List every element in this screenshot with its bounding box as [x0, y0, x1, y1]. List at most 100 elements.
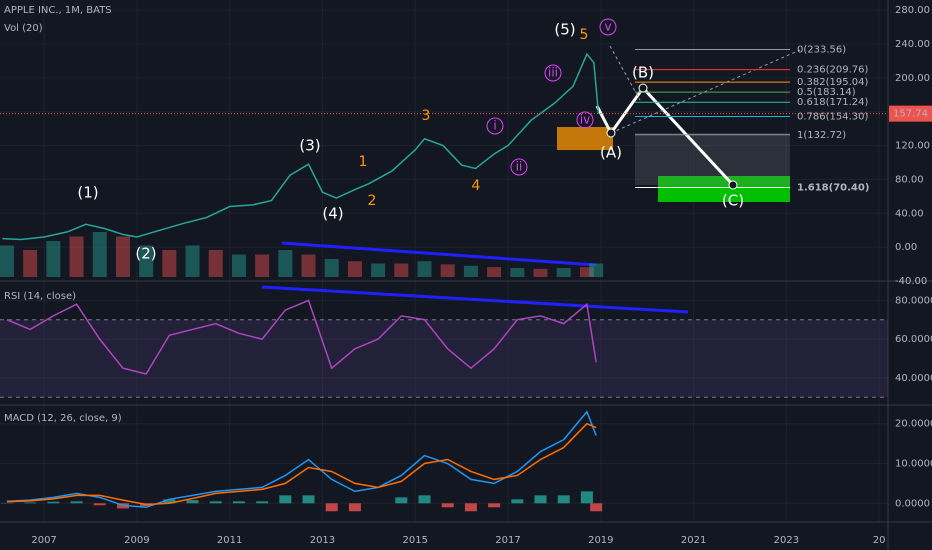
wave-label: (2) [135, 245, 156, 263]
series-line [6, 410, 597, 509]
wave-point [638, 83, 648, 93]
x-tick-label: 2007 [31, 535, 56, 546]
fib-label: 0.618(171.24) [797, 97, 869, 108]
macd-histogram [256, 501, 269, 504]
wave-label: 4 [472, 178, 481, 194]
rsi-title: RSI (14, close) [4, 291, 76, 302]
volume-bar [278, 250, 293, 277]
x-tick-label: 2009 [124, 535, 149, 546]
macd-histogram [325, 503, 338, 512]
wave-circle [544, 64, 562, 82]
macd-title: MACD (12, 26, close, 9) [4, 413, 122, 424]
wave-label: v [604, 20, 611, 34]
x-tick-label: 2023 [774, 535, 799, 546]
macd-histogram [232, 501, 245, 504]
volume-bar [185, 245, 200, 277]
volume-bar [231, 254, 246, 277]
y-tick-label: 200.00 [895, 73, 930, 84]
wave-path [609, 45, 641, 101]
macd-histogram [93, 503, 106, 506]
x-tick-label: 2015 [403, 535, 428, 546]
x-tick-label: 2013 [310, 535, 335, 546]
last-price-label: 157.74 [893, 109, 928, 120]
x-tick-label: 2011 [217, 535, 242, 546]
wave-label: i [493, 119, 496, 133]
macd-histogram [70, 501, 83, 504]
wave-label: iv [580, 113, 590, 127]
volume-bar [347, 261, 362, 277]
target-box [557, 127, 613, 150]
volume-bar [440, 264, 455, 277]
fib-label: 0.786(154.30) [797, 112, 869, 123]
fib-label: 0.5(183.14) [797, 87, 856, 98]
macd-histogram [302, 495, 315, 504]
volume-bar [510, 268, 525, 277]
wave-label: (B) [632, 64, 654, 82]
last-price-box [889, 105, 932, 122]
marks: 2007 2009 2011 2013 2015 2017 2019 2021 2023 2028… [0, 5, 932, 546]
wave-label: (1) [77, 184, 98, 202]
y-tick-label: 20.0000 [895, 419, 932, 430]
trend-line [261, 285, 689, 314]
wave-point [606, 128, 616, 138]
volume-bar [139, 245, 154, 277]
wave-path [610, 49, 801, 134]
fib-label: 1.618(70.40) [797, 183, 869, 194]
volume-bar [23, 250, 38, 277]
y-tick-label: 40.0000 [895, 373, 932, 384]
volume-bar [69, 236, 84, 277]
x-tick-label: 20 [873, 535, 886, 546]
wave-label: 1 [359, 154, 368, 170]
macd-histogram [47, 501, 60, 504]
macd-histogram [441, 503, 454, 508]
wave-circle [576, 111, 594, 129]
wave-label: (5) [554, 21, 575, 39]
volume-bar [463, 265, 478, 277]
volume-bar [371, 263, 386, 277]
macd-histogram [348, 503, 361, 512]
fib-label: 1(132.72) [797, 130, 846, 141]
wave-label: (A) [600, 144, 622, 162]
wave-point [728, 180, 738, 190]
volume-bar [301, 254, 316, 277]
rsi-band [0, 319, 888, 398]
volume-bar [255, 254, 270, 277]
volume-bar [533, 268, 548, 277]
volume-bar [92, 232, 107, 277]
volume-bar [579, 267, 594, 277]
volume-bar [208, 250, 223, 277]
wave-path [595, 85, 735, 187]
wave-label: 5 [580, 27, 589, 43]
macd-histogram [590, 503, 603, 512]
macd-histogram [557, 495, 570, 504]
macd-histogram [395, 497, 408, 504]
volume-bar [162, 250, 177, 277]
macd-histogram [511, 499, 524, 504]
wave-circle [599, 18, 617, 36]
trend-line [281, 241, 597, 267]
y-tick-label: 0.00 [895, 242, 917, 253]
macd-histogram [186, 500, 199, 504]
macd-histogram [163, 499, 176, 504]
volume-bar [324, 259, 339, 277]
macd-histogram [279, 495, 292, 504]
fib-label: 0(233.56) [797, 44, 846, 55]
y-tick-label: 40.00 [895, 208, 924, 219]
macd-histogram [534, 495, 547, 504]
y-tick-label: 120.00 [895, 141, 930, 152]
wave-label: iii [548, 66, 558, 80]
wave-label: ii [516, 160, 523, 174]
macd-histogram [24, 502, 37, 504]
wave-circle [486, 117, 504, 135]
y-tick-label: 0.0000 [895, 498, 930, 509]
wave-label: 2 [368, 193, 377, 209]
volume-bar [487, 267, 502, 277]
volume-bar [589, 263, 604, 277]
wave-label: 3 [422, 108, 431, 124]
series-line [2, 52, 600, 241]
volume-bar [115, 236, 130, 277]
volume-bar [0, 245, 14, 277]
x-tick-label: 2019 [588, 535, 613, 546]
y-tick-label: 10.0000 [895, 459, 932, 470]
